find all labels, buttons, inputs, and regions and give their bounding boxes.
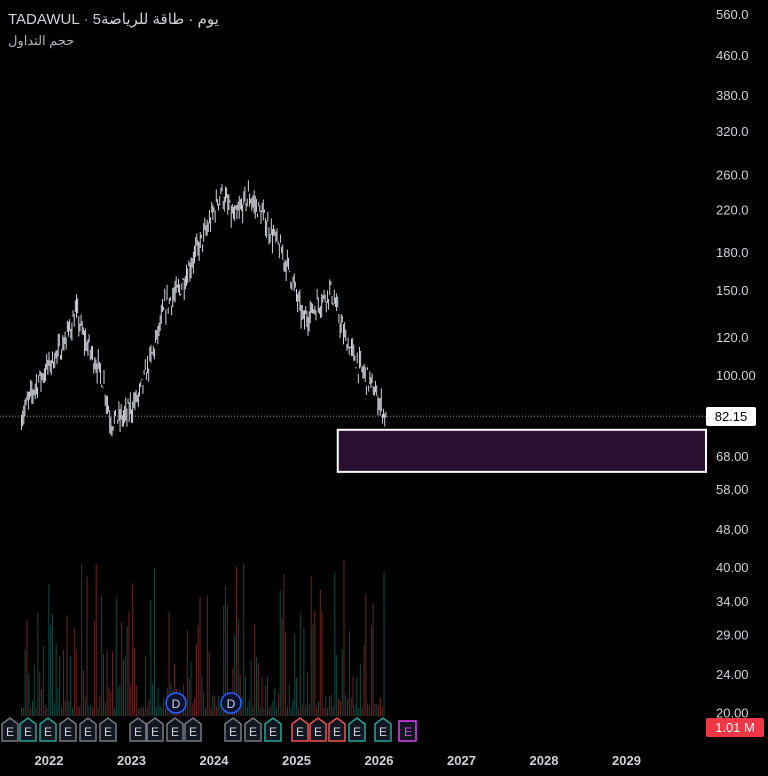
- earnings-marker: [224, 717, 242, 742]
- earnings-marker: [1, 717, 19, 742]
- x-tick-label: 2028: [530, 753, 559, 768]
- chart-header: TADAWUL · 5يوم · طاقة للرياضة: [8, 10, 219, 28]
- earnings-marker: [129, 717, 147, 742]
- earnings-marker: [309, 717, 327, 742]
- x-tick-label: 2029: [612, 753, 641, 768]
- y-tick-label: 34.00: [716, 594, 749, 609]
- y-tick-label: 150.0: [716, 283, 749, 298]
- earnings-marker: [146, 717, 164, 742]
- header-separator: ·: [83, 11, 89, 28]
- earnings-label: E: [151, 725, 159, 739]
- earnings-marker: [264, 717, 282, 742]
- chart-area[interactable]: 560.0 460.0 380.0 320.0 260.0 220.0 180.0 150.0…: [0, 0, 756, 768]
- x-tick-label: 2025: [282, 753, 311, 768]
- earnings-label: E: [6, 725, 14, 739]
- earnings-label: E: [314, 725, 322, 739]
- earnings-label: E: [104, 725, 112, 739]
- dividend-marker: [165, 692, 187, 714]
- earnings-label: E: [189, 725, 197, 739]
- earnings-marker: [99, 717, 117, 742]
- y-tick-label: 220.0: [716, 203, 749, 218]
- exchange-label: TADAWUL: [8, 11, 80, 28]
- x-tick-label: 2023: [117, 753, 146, 768]
- earnings-label: E: [134, 725, 142, 739]
- symbol-label: 5يوم · طاقة للرياضة: [92, 11, 219, 28]
- earnings-label: E: [353, 725, 361, 739]
- x-tick-label: 2022: [35, 753, 64, 768]
- x-tick-label: 2027: [447, 753, 476, 768]
- y-tick-label: 68.00: [716, 449, 749, 464]
- y-tick-label: 260.0: [716, 168, 749, 183]
- y-tick-label: 24.00: [716, 667, 749, 682]
- dividend-marker: [220, 692, 242, 714]
- earnings-marker: [184, 717, 202, 742]
- earnings-label: E: [269, 725, 277, 739]
- current-price-tag: 82.15: [706, 407, 756, 426]
- earnings-marker: [79, 717, 97, 742]
- y-tick-label: 58.00: [716, 482, 749, 497]
- earnings-marker: [291, 717, 309, 742]
- y-tick-label: 180.0: [716, 245, 749, 260]
- y-tick-label: 380.0: [716, 88, 749, 103]
- earnings-label: E: [44, 725, 52, 739]
- earnings-label: E: [249, 725, 257, 739]
- earnings-marker: [328, 717, 346, 742]
- x-tick-label: 2024: [200, 753, 230, 768]
- earnings-label: E: [84, 725, 92, 739]
- x-tick-label: 2026: [365, 753, 394, 768]
- volume-value-tag: 1.01 M: [706, 718, 764, 737]
- earnings-label: E: [333, 725, 341, 739]
- y-tick-label: 120.0: [716, 330, 749, 345]
- earnings-label: E: [24, 725, 32, 739]
- dividend-label: D: [172, 697, 181, 711]
- earnings-marker: [39, 717, 57, 742]
- earnings-label: E: [296, 725, 304, 739]
- y-tick-label: 560.0: [716, 7, 749, 22]
- earnings-label: E: [379, 725, 387, 739]
- volume-indicator-label: حجم التداول: [8, 33, 75, 48]
- earnings-label: E: [171, 725, 179, 739]
- earnings-marker: [59, 717, 77, 742]
- earnings-marker: [166, 717, 184, 742]
- earnings-marker: [19, 717, 37, 742]
- y-tick-label: 460.0: [716, 48, 749, 63]
- y-tick-label: 100.00: [716, 368, 756, 383]
- dividend-label: D: [227, 697, 236, 711]
- earnings-marker: [348, 717, 366, 742]
- earnings-label: E: [229, 725, 237, 739]
- earnings-marker: [374, 717, 392, 742]
- y-tick-label: 48.00: [716, 522, 749, 537]
- y-tick-label: 320.0: [716, 124, 749, 139]
- y-tick-label: 29.00: [716, 628, 749, 643]
- demand-zone: [336, 428, 707, 473]
- y-tick-label: 40.00: [716, 560, 749, 575]
- split-label: E: [404, 725, 412, 739]
- earnings-label: E: [64, 725, 72, 739]
- earnings-marker: [244, 717, 262, 742]
- y-tick-label: 20.00: [716, 705, 749, 720]
- split-marker: [398, 720, 417, 742]
